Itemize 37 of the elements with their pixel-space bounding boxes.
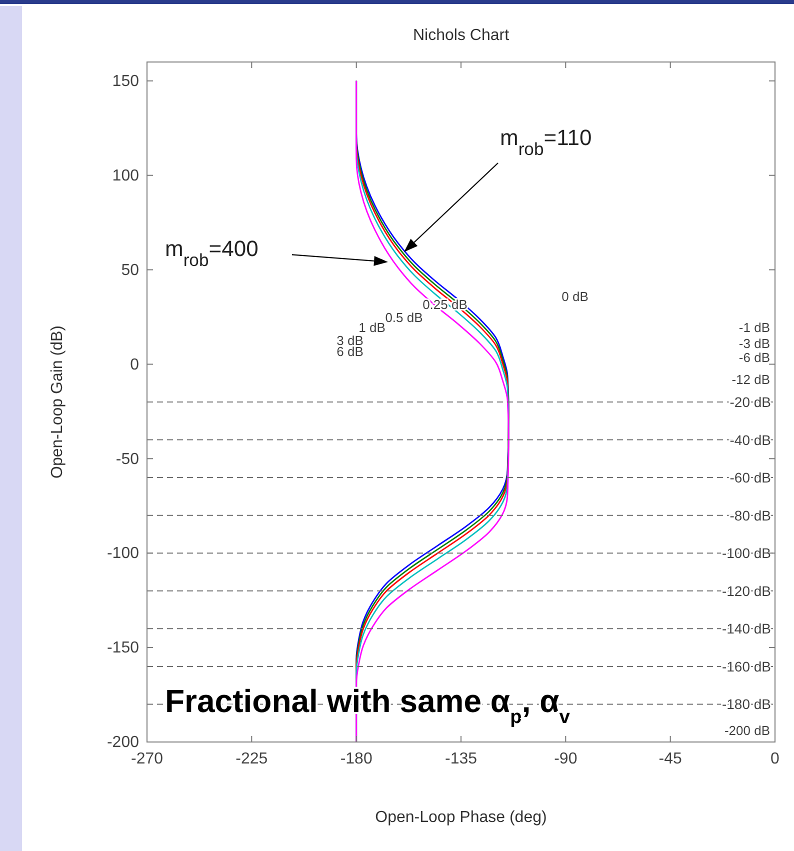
y-axis-title: Open-Loop Gain (dB) — [49, 326, 66, 478]
annotation: -12 dB — [732, 372, 770, 387]
y-tick-label: -50 — [116, 450, 140, 468]
chart-title: Nichols Chart — [412, 27, 510, 44]
annotation: -3 dB — [738, 336, 770, 351]
ref-line-label: -60 dB — [730, 470, 771, 486]
ref-line-label: -180 dB — [722, 696, 771, 712]
x-tick-label: -225 — [236, 750, 268, 768]
x-tick-label: -90 — [554, 750, 578, 768]
y-tick-label: -200 — [106, 734, 140, 752]
annotation: -6 dB — [738, 350, 770, 365]
ref-line-label: -100 dB — [722, 545, 771, 562]
x-tick-label: -180 — [340, 750, 372, 768]
x-axis-title: Open-Loop Phase (deg) — [375, 809, 547, 826]
x-tick-label: -270 — [130, 750, 164, 768]
y-tick-label: 150 — [112, 73, 140, 90]
y-tick-label: 0 — [130, 356, 140, 374]
ref-line-label: -40 dB — [730, 432, 771, 448]
annotation: 1 dB — [358, 320, 386, 335]
x-tick-label: 0 — [770, 750, 780, 768]
x-tick-label: -135 — [444, 750, 478, 768]
annotation: -1 dB — [738, 320, 770, 335]
annotation: -200 dB — [724, 723, 770, 738]
ref-line-label: -80 dB — [730, 507, 771, 524]
y-tick-label: -150 — [106, 640, 140, 657]
ref-line-label: -140 dB — [722, 620, 771, 637]
annotation: m$_{rob}$=110 — [500, 125, 592, 159]
annotation: 0 dB — [562, 289, 588, 304]
y-tick-label: -100 — [106, 545, 140, 562]
annotation: m$_{rob}$=400 — [165, 236, 258, 270]
annotation: 0.5 dB — [385, 310, 423, 325]
ref-line-label: -120 dB — [722, 582, 771, 599]
x-tick-label: -45 — [658, 750, 682, 768]
y-tick-label: 50 — [121, 262, 140, 279]
y-tick-label: 100 — [112, 167, 140, 184]
ref-line-label: -20 dB — [730, 394, 771, 410]
ref-line-label: -160 dB — [722, 658, 771, 674]
